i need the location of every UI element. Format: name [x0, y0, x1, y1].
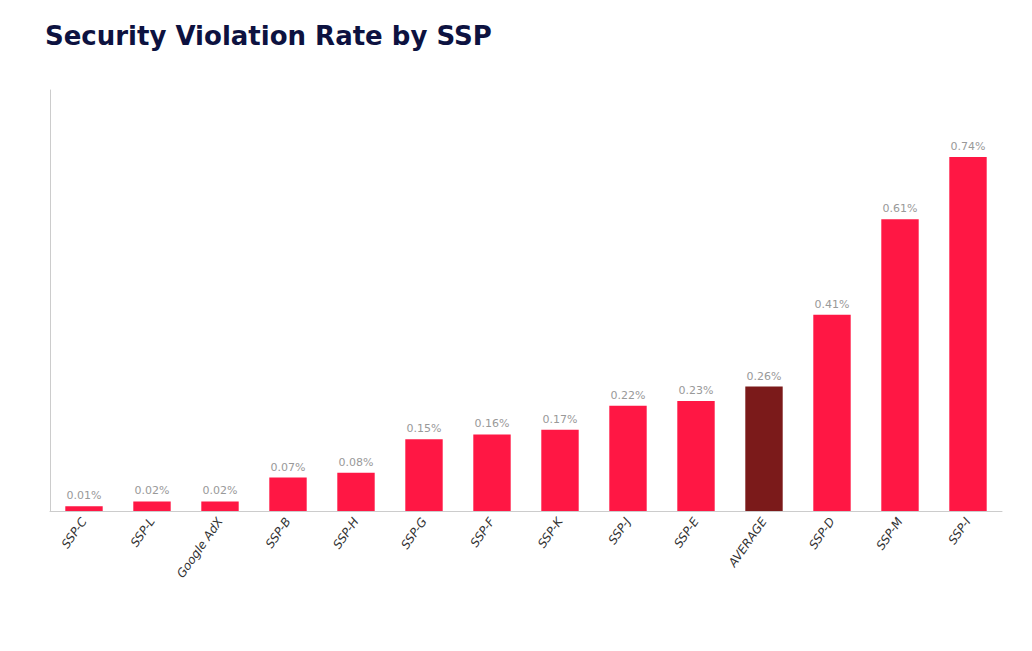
svg-text:SSP-C: SSP-C — [59, 514, 90, 550]
svg-text:Security Violation Rate by SSP: Security Violation Rate by SSP — [45, 21, 492, 51]
svg-text:0.23%: 0.23% — [679, 384, 714, 397]
svg-text:0.61%: 0.61% — [883, 202, 918, 215]
svg-text:AVERAGE: AVERAGE — [725, 515, 770, 571]
svg-text:0.26%: 0.26% — [747, 370, 782, 383]
svg-text:SSP-I: SSP-I — [945, 515, 974, 547]
svg-text:0.17%: 0.17% — [543, 413, 578, 426]
svg-text:0.01%: 0.01% — [67, 489, 102, 502]
svg-text:0.02%: 0.02% — [135, 484, 170, 497]
svg-text:0.08%: 0.08% — [339, 456, 374, 469]
svg-text:Google AdX: Google AdX — [174, 514, 226, 580]
svg-text:SSP-E: SSP-E — [671, 515, 702, 551]
svg-text:0.16%: 0.16% — [475, 417, 510, 430]
svg-text:0.74%: 0.74% — [951, 140, 986, 153]
svg-text:0.02%: 0.02% — [203, 484, 238, 497]
svg-text:0.07%: 0.07% — [271, 461, 306, 474]
svg-text:SSP-K: SSP-K — [535, 514, 566, 550]
svg-text:0.15%: 0.15% — [407, 422, 442, 435]
svg-text:0.22%: 0.22% — [611, 389, 646, 402]
svg-text:SSP-J: SSP-J — [605, 515, 634, 547]
svg-text:SSP-F: SSP-F — [468, 514, 499, 550]
svg-text:SSP-D: SSP-D — [806, 515, 838, 552]
svg-text:SSP-H: SSP-H — [330, 515, 361, 551]
svg-text:0.41%: 0.41% — [815, 298, 850, 311]
svg-text:SSP-B: SSP-B — [263, 515, 294, 551]
svg-text:SSP-M: SSP-M — [874, 514, 907, 552]
svg-text:SSP-L: SSP-L — [128, 515, 158, 550]
svg-text:SSP-G: SSP-G — [398, 515, 430, 552]
